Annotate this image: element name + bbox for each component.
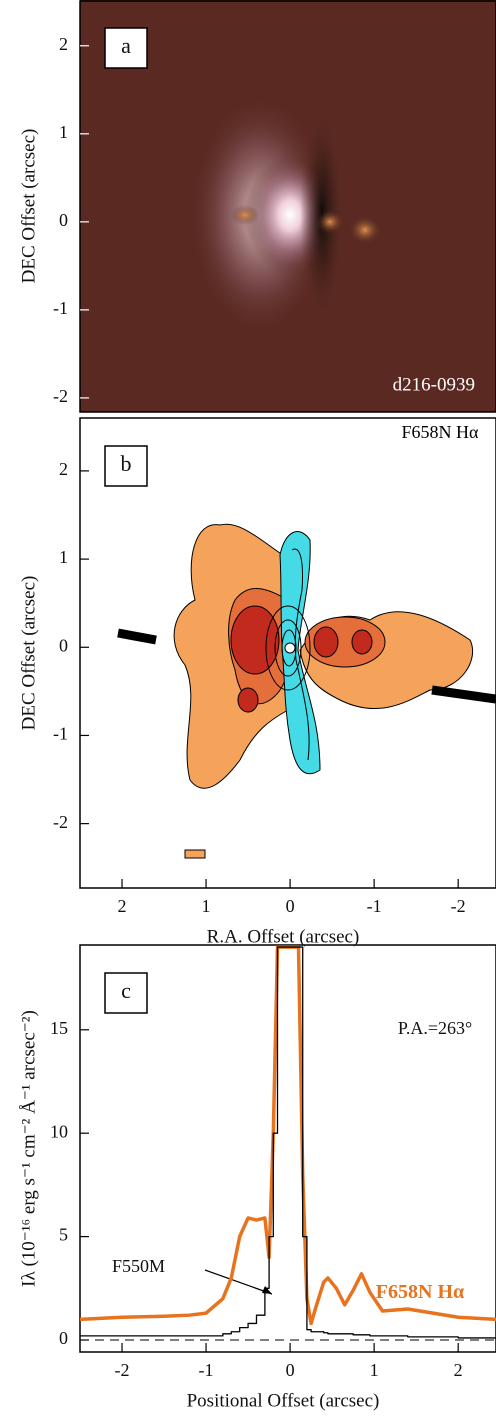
y-tick-label: 0 bbox=[59, 1328, 68, 1348]
y-axis-label: Iλ (10⁻¹⁶ erg s⁻¹ cm⁻² Å⁻¹ arcsec⁻²) bbox=[18, 1010, 39, 1287]
panel-label: b bbox=[121, 451, 132, 476]
y-tick-label: 1 bbox=[59, 122, 68, 142]
series-label: F658N Hα bbox=[375, 1281, 465, 1303]
y-tick-label: 2 bbox=[59, 459, 68, 479]
y-tick-label: 2 bbox=[59, 34, 68, 54]
y-tick-label: -2 bbox=[53, 386, 68, 406]
y-tick-label: -1 bbox=[53, 298, 68, 318]
x-tick-label: -1 bbox=[199, 1360, 214, 1380]
x-tick-label: 0 bbox=[286, 896, 295, 916]
y-tick-label: -2 bbox=[53, 812, 68, 832]
y-tick-label: 1 bbox=[59, 547, 68, 567]
frame bbox=[79, 944, 496, 1353]
x-axis-label: Positional Offset (arcsec) bbox=[187, 1390, 380, 1411]
y-axis-label: DEC Offset (arcsec) bbox=[18, 129, 39, 284]
x-tick-label: 0 bbox=[286, 1360, 295, 1380]
annotation: P.A.=263° bbox=[398, 1018, 472, 1038]
annotation: F658N Hα bbox=[401, 422, 479, 442]
x-tick-label: 1 bbox=[202, 896, 211, 916]
x-tick-label: 1 bbox=[370, 1360, 379, 1380]
y-axis-label: DEC Offset (arcsec) bbox=[18, 576, 39, 731]
x-tick-label: -2 bbox=[115, 1360, 130, 1380]
y-tick-label: -1 bbox=[53, 724, 68, 744]
series-label: F550M bbox=[112, 1256, 165, 1276]
x-tick-label: 2 bbox=[118, 896, 127, 916]
panel-label: a bbox=[121, 33, 131, 58]
series-line bbox=[80, 946, 496, 1339]
frame bbox=[79, 0, 496, 413]
y-tick-label: 5 bbox=[59, 1225, 68, 1245]
panel-label-box bbox=[104, 445, 148, 487]
series-group bbox=[80, 945, 496, 1339]
y-tick-label: 0 bbox=[59, 635, 68, 655]
x-axis-label: R.A. Offset (arcsec) bbox=[207, 926, 360, 947]
image-panel bbox=[80, 0, 496, 412]
y-tick-label: 0 bbox=[59, 210, 68, 230]
panel-label-box bbox=[104, 972, 148, 1014]
annotation: d216-0939 bbox=[393, 374, 475, 395]
x-tick-label: -2 bbox=[451, 896, 466, 916]
arrow-head bbox=[262, 1286, 272, 1294]
y-tick-label: 10 bbox=[50, 1121, 68, 1141]
annotation-arrow bbox=[204, 1269, 273, 1295]
panel-label: c bbox=[121, 978, 131, 1003]
panel-label-box bbox=[104, 27, 148, 69]
x-tick-label: 2 bbox=[454, 1360, 463, 1380]
frame bbox=[79, 417, 496, 889]
x-tick-label: -1 bbox=[367, 896, 382, 916]
contour-map bbox=[117, 523, 496, 859]
y-tick-label: 15 bbox=[50, 1018, 68, 1038]
